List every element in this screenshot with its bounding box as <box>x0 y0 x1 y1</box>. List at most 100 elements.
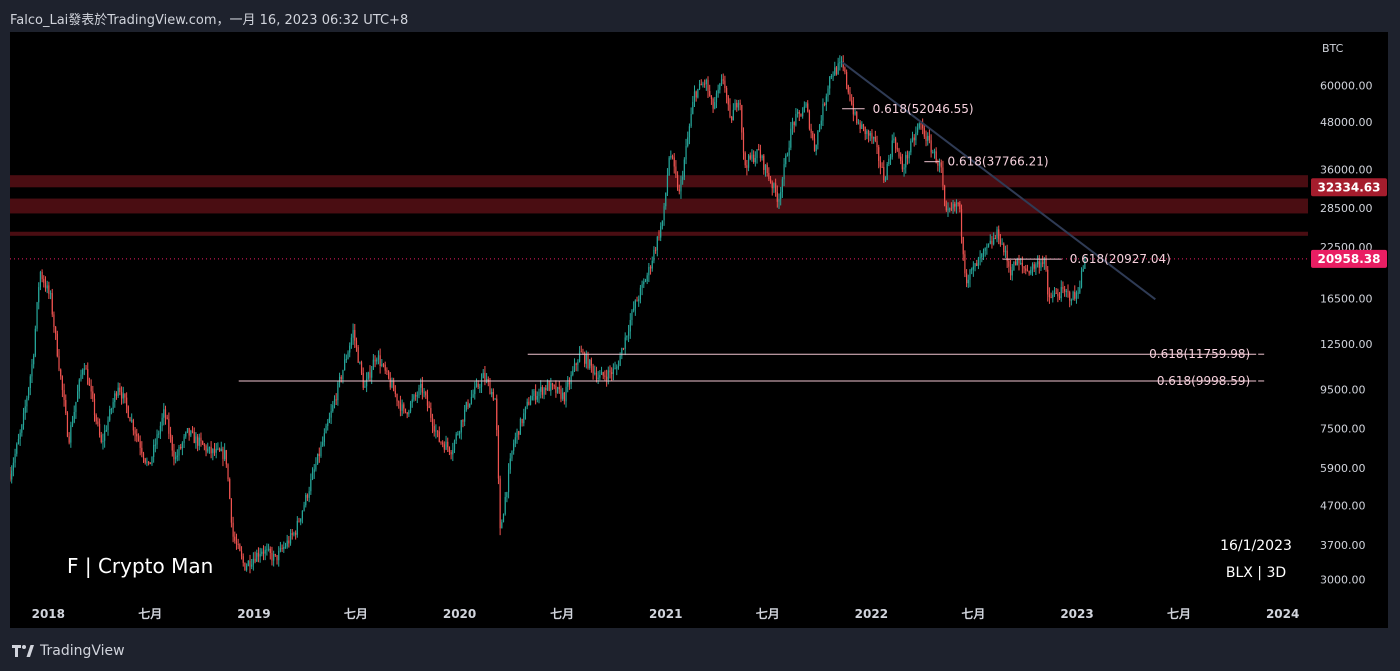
candle-body-95 <box>169 433 172 437</box>
candle-body-90 <box>161 417 163 426</box>
footer[interactable]: TradingView <box>12 641 125 661</box>
candle-body-31 <box>61 376 63 391</box>
candle-body-273 <box>470 397 472 404</box>
candle-body-176 <box>306 494 309 498</box>
candle-body-543 <box>927 135 929 141</box>
candle-body-445 <box>761 155 763 159</box>
candle-body-74 <box>134 430 136 434</box>
candle-body-140 <box>246 565 248 571</box>
candle-body-631 <box>1075 292 1078 299</box>
candle-body-304 <box>523 413 525 424</box>
candle-body-517 <box>883 167 885 181</box>
candle-body-206 <box>357 347 359 363</box>
x-tick-3: 七月 <box>344 607 368 621</box>
candle-body-327 <box>562 392 564 399</box>
candle-body-291 <box>501 522 503 529</box>
candle-body-508 <box>867 130 870 136</box>
candle-body-609 <box>1038 261 1040 268</box>
candle-body-274 <box>472 394 474 398</box>
candle-body-107 <box>190 431 192 436</box>
candle-body-213 <box>369 372 371 378</box>
candle-body-444 <box>759 150 762 159</box>
candle-body-319 <box>548 382 550 391</box>
candle-body-155 <box>271 552 273 561</box>
candle-body-303 <box>521 418 523 424</box>
x-tick-12: 2024 <box>1266 607 1299 621</box>
axes: BTC60000.0048000.0036000.0028500.0022500… <box>32 42 1387 621</box>
candle-body-3 <box>14 453 16 463</box>
candle-body-255 <box>440 441 442 443</box>
candle-body-261 <box>450 452 452 455</box>
candle-body-6 <box>19 432 21 439</box>
candle-body-257 <box>443 444 445 450</box>
candle-body-2 <box>12 462 14 471</box>
candle-body-205 <box>355 340 358 348</box>
candle-body-97 <box>173 450 175 460</box>
candle-body-426 <box>729 104 731 117</box>
candle-body-528 <box>901 160 903 170</box>
candle-body-89 <box>159 425 162 434</box>
candle-body-332 <box>570 374 572 385</box>
candle-body-486 <box>830 75 832 77</box>
candle-body-616 <box>1050 297 1052 299</box>
chart-area[interactable]: 0.618(52046.55) 0.618(37766.21) 0.618(2092… <box>10 32 1388 628</box>
candle-body-475 <box>812 132 814 139</box>
candle-body-73 <box>132 420 134 431</box>
candle-body-512 <box>874 137 876 141</box>
candle-body-284 <box>489 382 491 395</box>
candle-body-376 <box>644 281 647 283</box>
candle-body-333 <box>572 370 574 375</box>
candle-body-398 <box>682 176 684 180</box>
candle-body-23 <box>48 285 50 294</box>
candle-body-180 <box>313 469 315 473</box>
candle-body-570 <box>972 266 974 270</box>
candle-body-340 <box>584 353 586 364</box>
candle-body-407 <box>697 88 699 98</box>
candle-body-336 <box>577 361 579 365</box>
candle-body-385 <box>660 226 662 238</box>
candle-body-123 <box>217 448 219 450</box>
candle-body-96 <box>171 436 173 451</box>
candle-body-80 <box>144 458 146 463</box>
candle-body-62 <box>114 393 116 403</box>
candle-body-432 <box>739 102 741 105</box>
candle-body-471 <box>805 103 807 107</box>
candle-body-529 <box>903 167 905 170</box>
candle-body-454 <box>776 192 778 202</box>
candle-body-634 <box>1080 271 1083 288</box>
candle-body-534 <box>911 137 914 142</box>
candle-body-566 <box>965 273 968 284</box>
candle-body-113 <box>200 437 202 442</box>
candle-body-518 <box>884 179 887 181</box>
candle-body-149 <box>261 551 263 555</box>
candle-body-392 <box>671 156 674 158</box>
candle-body-495 <box>846 72 848 86</box>
candle-body-476 <box>813 138 816 152</box>
candle-body-335 <box>575 363 577 365</box>
candle-body-308 <box>529 400 532 405</box>
candle-body-322 <box>553 385 555 387</box>
candle-body-630 <box>1074 291 1076 299</box>
candle-body-562 <box>959 202 961 210</box>
candle-body-422 <box>722 79 724 81</box>
candle-body-503 <box>859 122 861 129</box>
candle-body-201 <box>349 345 351 353</box>
candle-body-342 <box>587 354 589 369</box>
candle-body-151 <box>264 549 266 554</box>
candle-body-52 <box>97 421 99 424</box>
candle-body-247 <box>426 395 429 406</box>
candle-body-254 <box>438 431 440 442</box>
candle-body-425 <box>727 96 729 105</box>
price-chart[interactable]: 0.618(52046.55) 0.618(37766.21) 0.618(2092… <box>10 32 1388 628</box>
candle-body-203 <box>352 330 354 338</box>
candle-body-215 <box>372 359 374 370</box>
y-tick-7: 9500.00 <box>1320 383 1366 396</box>
candle-body-404 <box>692 101 694 114</box>
candle-body-582 <box>993 238 995 245</box>
candle-body-195 <box>338 376 341 383</box>
candle-body-606 <box>1033 264 1035 269</box>
candle-body-393 <box>673 157 675 167</box>
candle-body-358 <box>614 367 616 369</box>
candle-body-169 <box>295 532 297 535</box>
candle-body-49 <box>92 391 94 399</box>
